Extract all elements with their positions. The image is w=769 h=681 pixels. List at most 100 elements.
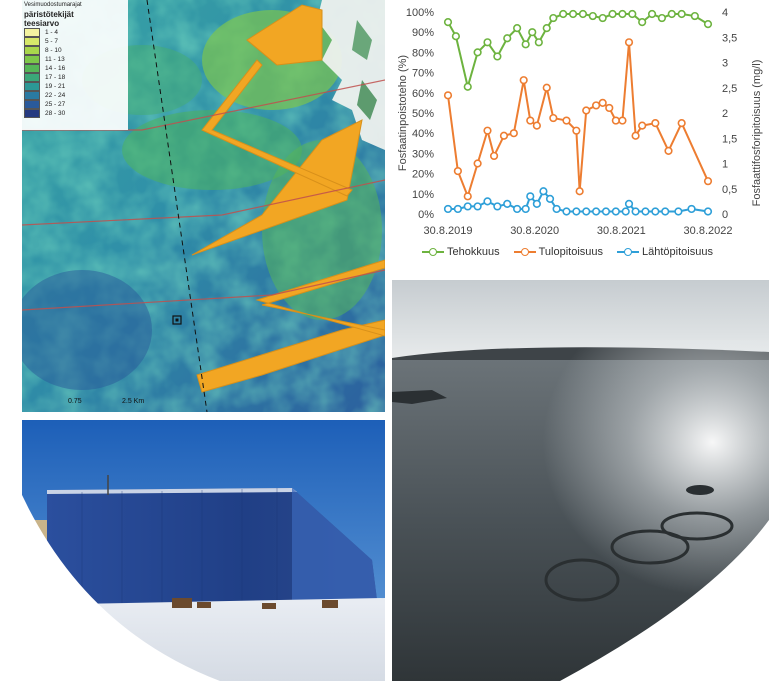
y-left-tick-label: 30% <box>412 148 434 160</box>
series-point-2 <box>674 207 683 216</box>
series-point-2 <box>562 207 571 216</box>
map-legend-row: 22 - 24 <box>22 91 128 100</box>
map-legend-boundary-label: Vesimuodostumarajat <box>24 2 82 8</box>
series-point-2 <box>503 199 512 208</box>
map-legend-swatch <box>24 64 40 73</box>
series-point-1 <box>605 103 614 113</box>
y-right-tick-label: 1,5 <box>722 133 737 145</box>
series-point-0 <box>578 9 588 19</box>
series-point-2 <box>545 194 555 203</box>
map-legend: Vesimuodostumarajat päristötekijät teesi… <box>22 0 128 130</box>
series-point-0 <box>534 38 543 47</box>
y-left-tick-label: 10% <box>412 189 434 201</box>
map-site-marker <box>172 315 182 325</box>
map-legend-label: 11 - 13 <box>45 56 65 63</box>
neighbor-building <box>22 520 47 610</box>
x-tick-label: 30.8.2021 <box>597 225 646 237</box>
series-point-0 <box>513 24 522 33</box>
y-right-tick-label: 2,5 <box>722 83 737 95</box>
series-point-1 <box>532 121 541 130</box>
building-photo <box>22 420 385 681</box>
series-point-2 <box>651 207 660 216</box>
map-legend-label: 25 - 27 <box>45 101 66 108</box>
series-point-1 <box>703 177 713 186</box>
series-point-0 <box>559 9 568 19</box>
series-point-2 <box>526 192 535 201</box>
y-left-tick-label: 70% <box>412 68 434 80</box>
series-point-1 <box>651 118 660 128</box>
y-left-tick-label: 90% <box>412 27 434 39</box>
map-legend-row: 5 - 7 <box>22 37 128 46</box>
series-point-1 <box>664 146 673 155</box>
series-point-2 <box>443 204 453 214</box>
map-scalebar: 0.75 2.5 Km <box>50 398 150 406</box>
x-tick-label: 30.8.2019 <box>424 225 473 237</box>
map-legend-rows: 1 - 4 5 - 7 8 - 10 11 - 13 14 - 16 17 - 18 19 … <box>22 28 128 118</box>
series-point-0 <box>690 11 699 21</box>
series-point-0 <box>568 9 578 19</box>
y-right-tick-label: 3,5 <box>722 32 737 44</box>
map-legend-swatch <box>24 109 40 118</box>
series-point-0 <box>493 52 502 61</box>
map-legend-row: 1 - 4 <box>22 28 128 37</box>
series-point-0 <box>628 9 637 19</box>
series-point-1 <box>489 151 499 161</box>
series-point-0 <box>443 18 453 27</box>
series-point-1 <box>509 129 518 138</box>
series-point-0 <box>542 24 551 33</box>
series-point-1 <box>598 98 607 107</box>
series-point-2 <box>661 207 670 216</box>
legend-marker-tehokkuus <box>422 247 444 257</box>
series-point-2 <box>552 204 561 214</box>
series-point-1 <box>443 91 453 100</box>
map-legend-swatch <box>24 91 40 100</box>
y-right-tick-label: 0,5 <box>722 184 737 196</box>
map-boundaries <box>22 79 385 311</box>
legend-item-lahtopitoisuus: Lähtöpitoisuus <box>617 246 713 258</box>
map-scale-left: 0.75 <box>68 398 82 405</box>
y-left-tick-label: 100% <box>406 7 434 19</box>
map-legend-row: 19 - 21 <box>22 82 128 91</box>
environment-map: Vesimuodostumarajat päristötekijät teesi… <box>22 0 385 412</box>
map-legend-label: 17 - 18 <box>45 74 66 81</box>
series-point-0 <box>451 32 460 41</box>
map-legend-row: 25 - 27 <box>22 100 128 109</box>
lake-graphic <box>392 280 769 681</box>
map-legend-swatch <box>24 37 40 46</box>
series-point-2 <box>621 207 630 216</box>
building-graphic <box>22 420 385 681</box>
series-point-0 <box>703 20 713 29</box>
series-point-1 <box>483 126 492 135</box>
legend-marker-lahtopitoisuus <box>617 247 639 257</box>
map-legend-swatch <box>24 73 40 82</box>
series-point-1 <box>611 116 620 125</box>
map-legend-row: 8 - 10 <box>22 46 128 55</box>
map-fishing-zones <box>191 4 385 393</box>
series-point-0 <box>473 48 482 57</box>
y-right-tick-label: 1 <box>722 159 728 171</box>
map-legend-label: 28 - 30 <box>45 110 66 117</box>
legend-item-tulopitoisuus: Tulopitoisuus <box>513 246 603 258</box>
series-point-1 <box>499 131 509 140</box>
x-tick-label: 30.8.2022 <box>684 225 733 237</box>
series-point-2 <box>611 207 620 216</box>
map-legend-swatch <box>24 46 40 55</box>
series-point-0 <box>521 40 530 49</box>
map-legend-title: päristötekijät <box>24 10 74 19</box>
series-line-0 <box>447 12 709 91</box>
map-site-marker-dot <box>175 318 179 322</box>
y-right-axis-title: Fosfaattifosforipitoisuus (mg/l) <box>751 60 763 207</box>
map-legend-swatch <box>24 100 40 109</box>
series-point-2 <box>572 207 581 216</box>
legend-label-tehokkuus: Tehokkuus <box>447 246 500 258</box>
series-point-0 <box>677 9 686 19</box>
series-point-2 <box>601 207 611 216</box>
series-point-1 <box>542 83 551 92</box>
y-left-tick-label: 20% <box>412 169 434 181</box>
phosphate-chart-panel: 0% 10% 20% 30% 40% 50% 60% 70% 80% 90% 100% 0 0,5 1 1,… <box>388 0 769 275</box>
map-scale-right: 2.5 Km <box>122 398 145 405</box>
y-left-tick-label: 80% <box>412 47 434 59</box>
legend-item-tehokkuus: Tehokkuus <box>422 246 500 258</box>
series-point-2 <box>483 197 492 206</box>
